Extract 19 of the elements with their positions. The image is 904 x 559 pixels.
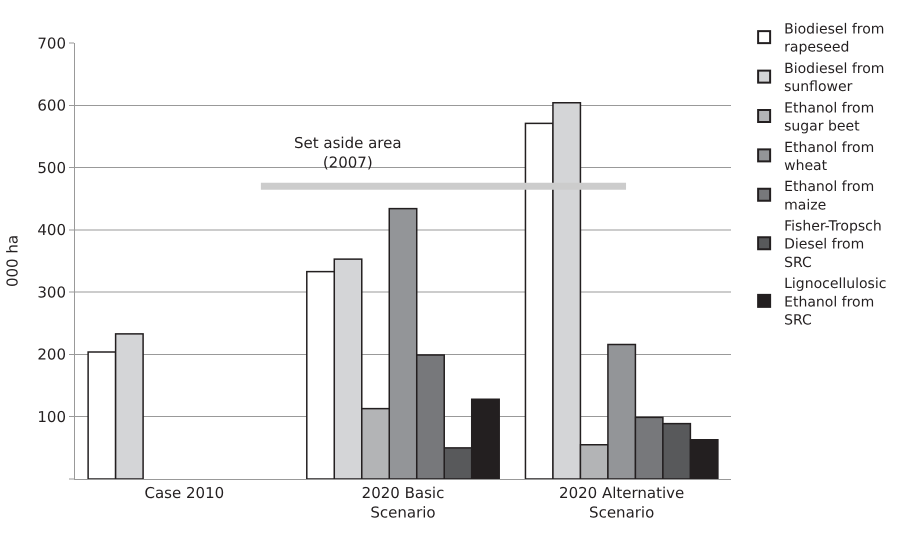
y-tick-label: 600 — [37, 96, 66, 115]
legend-label: Ethanol from wheat — [784, 140, 874, 174]
y-tick-label: 300 — [37, 283, 66, 302]
legend-label: Ethanol from maize — [784, 179, 874, 214]
x-tick-label: Case 2010 — [144, 484, 224, 502]
y-tick-label: 100 — [37, 408, 66, 426]
x-tick-label: 2020 Basic Scenario — [362, 484, 444, 522]
y-tick-label: 700 — [37, 34, 66, 52]
ref-line-label: Set aside area (2007) — [294, 134, 402, 172]
legend-label: Biodiesel from sunflower — [784, 60, 884, 96]
y-axis-title: 000 ha — [4, 234, 22, 288]
y-tick-label: 200 — [37, 346, 66, 364]
x-tick-label: 2020 Alternative Scenario — [559, 484, 684, 522]
y-tick-label: 500 — [37, 158, 66, 177]
legend-label: Ethanol from sugar beet — [784, 100, 874, 135]
legend-label: Lignocellulosic Ethanol from SRC — [784, 276, 886, 329]
y-tick-label: 400 — [37, 221, 66, 240]
legend-label: Biodiesel from rapeseed — [784, 22, 884, 56]
legend-label: Fisher-Tropsch Diesel from SRC — [784, 218, 882, 271]
